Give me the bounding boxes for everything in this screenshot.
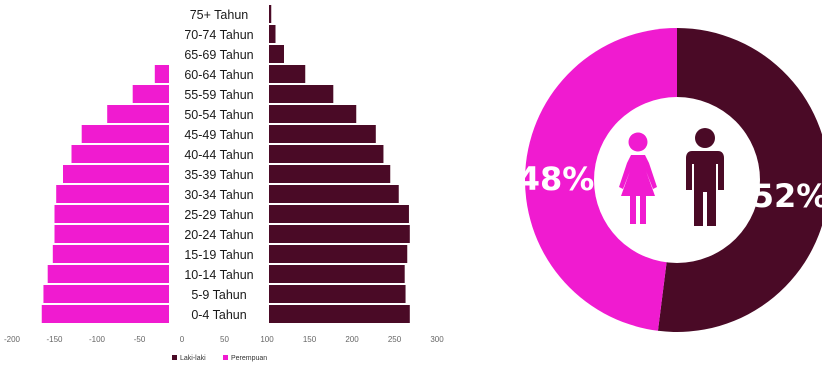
x-tick-label: -100 xyxy=(89,335,106,344)
age-label-band xyxy=(169,64,269,84)
x-tick-label: 0 xyxy=(180,335,185,344)
bar-laki-laki-60-64-Tahun xyxy=(269,65,306,83)
x-tick-label: 200 xyxy=(345,335,359,344)
bar-laki-laki-35-39-Tahun xyxy=(269,165,391,183)
age-label-band xyxy=(169,4,269,24)
legend-swatch xyxy=(172,355,177,360)
legend-label: Perempuan xyxy=(231,355,267,362)
x-tick-label: -50 xyxy=(134,335,146,344)
bar-perempuan-50-54-Tahun xyxy=(107,105,182,123)
pyramid-x-axis: -200 -150 -100 -50 0 50 100 150 200 250 300 xyxy=(4,335,444,344)
pyramid-bars xyxy=(41,5,410,323)
bar-laki-laki-55-59-Tahun xyxy=(269,85,334,103)
age-group-label: 0-4 Tahun xyxy=(191,308,246,322)
age-group-label: 75+ Tahun xyxy=(190,8,249,22)
bar-laki-laki-50-54-Tahun xyxy=(269,105,357,123)
bar-laki-laki-5-9-Tahun xyxy=(269,285,406,303)
age-group-label: 55-59 Tahun xyxy=(184,88,253,102)
bar-perempuan-45-49-Tahun xyxy=(81,125,182,143)
bar-perempuan-40-44-Tahun xyxy=(71,145,182,163)
bar-laki-laki-25-29-Tahun xyxy=(269,205,409,223)
bar-perempuan-20-24-Tahun xyxy=(54,225,182,243)
x-tick-label: 150 xyxy=(303,335,317,344)
bar-perempuan-15-19-Tahun xyxy=(52,245,182,263)
bar-laki-laki-0-4-Tahun xyxy=(269,305,410,323)
age-label-band xyxy=(169,284,269,304)
age-group-label: 10-14 Tahun xyxy=(184,268,253,282)
male-percentage-label: 52% xyxy=(752,177,822,215)
age-group-label: 60-64 Tahun xyxy=(184,68,253,82)
bar-perempuan-5-9-Tahun xyxy=(43,285,183,303)
x-tick-label: 300 xyxy=(430,335,444,344)
age-label-band xyxy=(169,184,269,204)
bar-laki-laki-65-69-Tahun xyxy=(269,45,284,63)
x-tick-label: 250 xyxy=(388,335,402,344)
pyramid-legend: Laki-laki Perempuan xyxy=(172,355,267,362)
legend-swatch xyxy=(223,355,228,360)
bar-laki-laki-30-34-Tahun xyxy=(269,185,399,203)
bar-laki-laki-40-44-Tahun xyxy=(269,145,384,163)
age-group-label: 20-24 Tahun xyxy=(184,228,253,242)
x-tick-label: 100 xyxy=(260,335,274,344)
age-group-label: 5-9 Tahun xyxy=(191,288,246,302)
age-label-band xyxy=(169,44,269,64)
age-group-label: 50-54 Tahun xyxy=(184,108,253,122)
age-group-label: 65-69 Tahun xyxy=(184,48,253,62)
bar-laki-laki-15-19-Tahun xyxy=(269,245,408,263)
bar-perempuan-30-34-Tahun xyxy=(56,185,183,203)
age-label-band xyxy=(169,84,269,104)
bar-laki-laki-10-14-Tahun xyxy=(269,265,405,283)
age-label-band xyxy=(169,264,269,284)
age-label-band xyxy=(169,104,269,124)
age-group-label: 70-74 Tahun xyxy=(184,28,253,42)
donut-hole xyxy=(594,97,760,263)
age-group-label: 40-44 Tahun xyxy=(184,148,253,162)
age-label-band xyxy=(169,244,269,264)
bar-perempuan-0-4-Tahun xyxy=(41,305,182,323)
age-group-label: 45-49 Tahun xyxy=(184,128,253,142)
legend-label: Laki-laki xyxy=(180,355,206,362)
age-group-label: 25-29 Tahun xyxy=(184,208,253,222)
age-label-band xyxy=(169,24,269,44)
bar-laki-laki-45-49-Tahun xyxy=(269,125,376,143)
bar-laki-laki-70-74-Tahun xyxy=(269,25,276,43)
x-tick-label: -200 xyxy=(4,335,21,344)
age-label-band xyxy=(169,304,269,324)
male-person-icon xyxy=(686,128,724,226)
bar-laki-laki-75+-Tahun xyxy=(269,5,272,23)
age-group-label: 30-34 Tahun xyxy=(184,188,253,202)
x-tick-label: 50 xyxy=(220,335,229,344)
pyramid-age-labels: 0-4 Tahun 5-9 Tahun 10-14 Tahun 15-19 Tahun… xyxy=(169,4,269,324)
age-label-band xyxy=(169,124,269,144)
bar-laki-laki-20-24-Tahun xyxy=(269,225,410,243)
female-percentage-label: 48% xyxy=(518,160,595,198)
age-group-label: 15-19 Tahun xyxy=(184,248,253,262)
age-group-label: 35-39 Tahun xyxy=(184,168,253,182)
age-label-band xyxy=(169,204,269,224)
age-label-band xyxy=(169,164,269,184)
age-label-band xyxy=(169,224,269,244)
bar-perempuan-35-39-Tahun xyxy=(63,165,182,183)
x-tick-label: -150 xyxy=(46,335,63,344)
female-person-icon xyxy=(619,132,657,224)
age-label-band xyxy=(169,144,269,164)
bar-perempuan-25-29-Tahun xyxy=(54,205,182,223)
bar-perempuan-10-14-Tahun xyxy=(47,265,183,283)
